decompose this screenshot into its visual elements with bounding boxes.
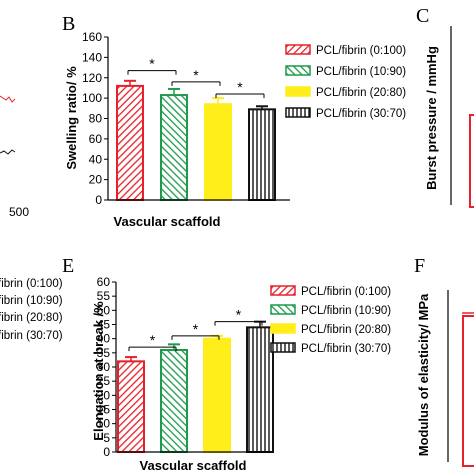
y-tick-label: 5 — [103, 431, 110, 445]
left-legend-item: fibrin (30:70) — [0, 330, 63, 342]
partial-bar — [469, 114, 474, 208]
y-tick-label: 10 — [97, 417, 111, 431]
y-tick-label: 55 — [97, 289, 111, 303]
y-tick-label: 30 — [97, 360, 111, 374]
bar — [160, 349, 188, 453]
legend-label: PCL/fibrin (30:70) — [301, 343, 391, 355]
left-legend-item: fibrin (0:100) — [0, 278, 63, 290]
legend-label: PCL/fibrin (30:70) — [316, 108, 406, 120]
bars — [117, 320, 274, 454]
bar — [204, 103, 232, 201]
legend-swatch — [270, 323, 296, 334]
legend-swatch — [285, 107, 311, 118]
y-tick-label: 20 — [97, 388, 111, 402]
significance-brackets: * * * — [128, 307, 263, 352]
y-tick-label: 60 — [89, 132, 103, 146]
y-tick-label: 25 — [97, 374, 111, 388]
y-tick-label: 100 — [82, 91, 102, 105]
y-ticks: 0 20 40 60 80 100 120 140 160 — [82, 30, 108, 207]
panel-letter-c: C — [416, 5, 429, 27]
legend-label: PCL/fibrin (20:80) — [301, 324, 391, 336]
panel-letter-e: E — [62, 255, 74, 277]
y-tick-label: 40 — [89, 152, 103, 166]
panel-c-partial: C Burst pressure / mmHg — [416, 5, 474, 208]
left-partial-panel: 500 fibrin (0:100) fibrin (10:90) fibrin… — [0, 95, 63, 342]
bar — [116, 84, 144, 201]
left-tick-label: 500 — [9, 205, 29, 219]
legend-label: PCL/fibrin (0:100) — [316, 45, 406, 57]
bar — [160, 94, 188, 201]
legend-label: PCL/fibrin (10:90) — [316, 66, 406, 78]
x-axis-label: Vascular scaffold — [140, 458, 247, 473]
significance-star: * — [236, 307, 242, 323]
left-legend-item: fibrin (10:90) — [0, 295, 63, 307]
y-tick-label: 80 — [89, 112, 103, 126]
significance-star: * — [149, 56, 155, 72]
panel-e-elongation-chart: E Elongation at break /% Vascular scaffo… — [62, 255, 391, 473]
y-tick-label: 0 — [103, 445, 110, 459]
legend-swatch — [285, 86, 311, 97]
legend: PCL/fibrin (0:100) PCL/fibrin (10:90) PCL/… — [285, 44, 406, 120]
y-tick-label: 0 — [95, 193, 102, 207]
left-legend: fibrin (0:100) fibrin (10:90) fibrin (20… — [0, 278, 63, 342]
panel-b-swelling-chart: B Swelling ratio/ % Vascular scaffold 0 2… — [62, 13, 406, 229]
significance-star: * — [150, 332, 156, 348]
y-tick-label: 40 — [97, 332, 111, 346]
legend-swatch — [270, 285, 296, 296]
significance-star: * — [237, 79, 243, 95]
y-axis-label: Elongation at break /% — [91, 301, 106, 441]
significance-star: * — [193, 67, 199, 83]
legend-label: PCL/fibrin (10:90) — [301, 305, 391, 317]
left-red-trace — [0, 95, 16, 103]
y-tick-label: 160 — [82, 30, 102, 44]
legend-swatch — [270, 342, 296, 353]
y-axis-label: Swelling ratio/ % — [64, 66, 79, 170]
legend-swatch — [270, 304, 296, 315]
bar — [203, 337, 231, 453]
partial-bar — [462, 315, 474, 467]
y-tick-label: 60 — [97, 275, 111, 289]
legend-swatch — [285, 44, 311, 55]
y-axis-label: Modulus of elasticity/ MPa — [416, 293, 431, 456]
y-tick-label: 50 — [97, 303, 111, 317]
legend-label: PCL/fibrin (0:100) — [301, 286, 391, 298]
panel-letter-b: B — [62, 13, 75, 35]
significance-star: * — [193, 321, 199, 337]
left-legend-item: fibrin (20:80) — [0, 312, 63, 324]
bar — [248, 108, 276, 201]
bars — [116, 79, 276, 201]
panel-letter-f: F — [414, 255, 425, 277]
legend-label: PCL/fibrin (20:80) — [316, 87, 406, 99]
y-tick-label: 140 — [82, 50, 102, 64]
left-black-trace — [0, 149, 16, 155]
y-tick-label: 20 — [89, 173, 103, 187]
panel-f-partial: F Modulus of elasticity/ MPa — [414, 255, 474, 467]
bar — [117, 360, 145, 454]
legend-swatch — [285, 65, 311, 76]
y-tick-label: 15 — [97, 403, 111, 417]
y-tick-label: 45 — [97, 318, 111, 332]
significance-brackets: * * * — [127, 56, 265, 99]
x-axis-label: Vascular scaffold — [114, 214, 221, 229]
legend: PCL/fibrin (0:100) PCL/fibrin (10:90) PCL/… — [270, 285, 391, 355]
y-tick-label: 35 — [97, 346, 111, 360]
bar — [246, 326, 274, 454]
y-axis-label: Burst pressure / mmHg — [424, 46, 439, 190]
y-tick-label: 120 — [82, 71, 102, 85]
